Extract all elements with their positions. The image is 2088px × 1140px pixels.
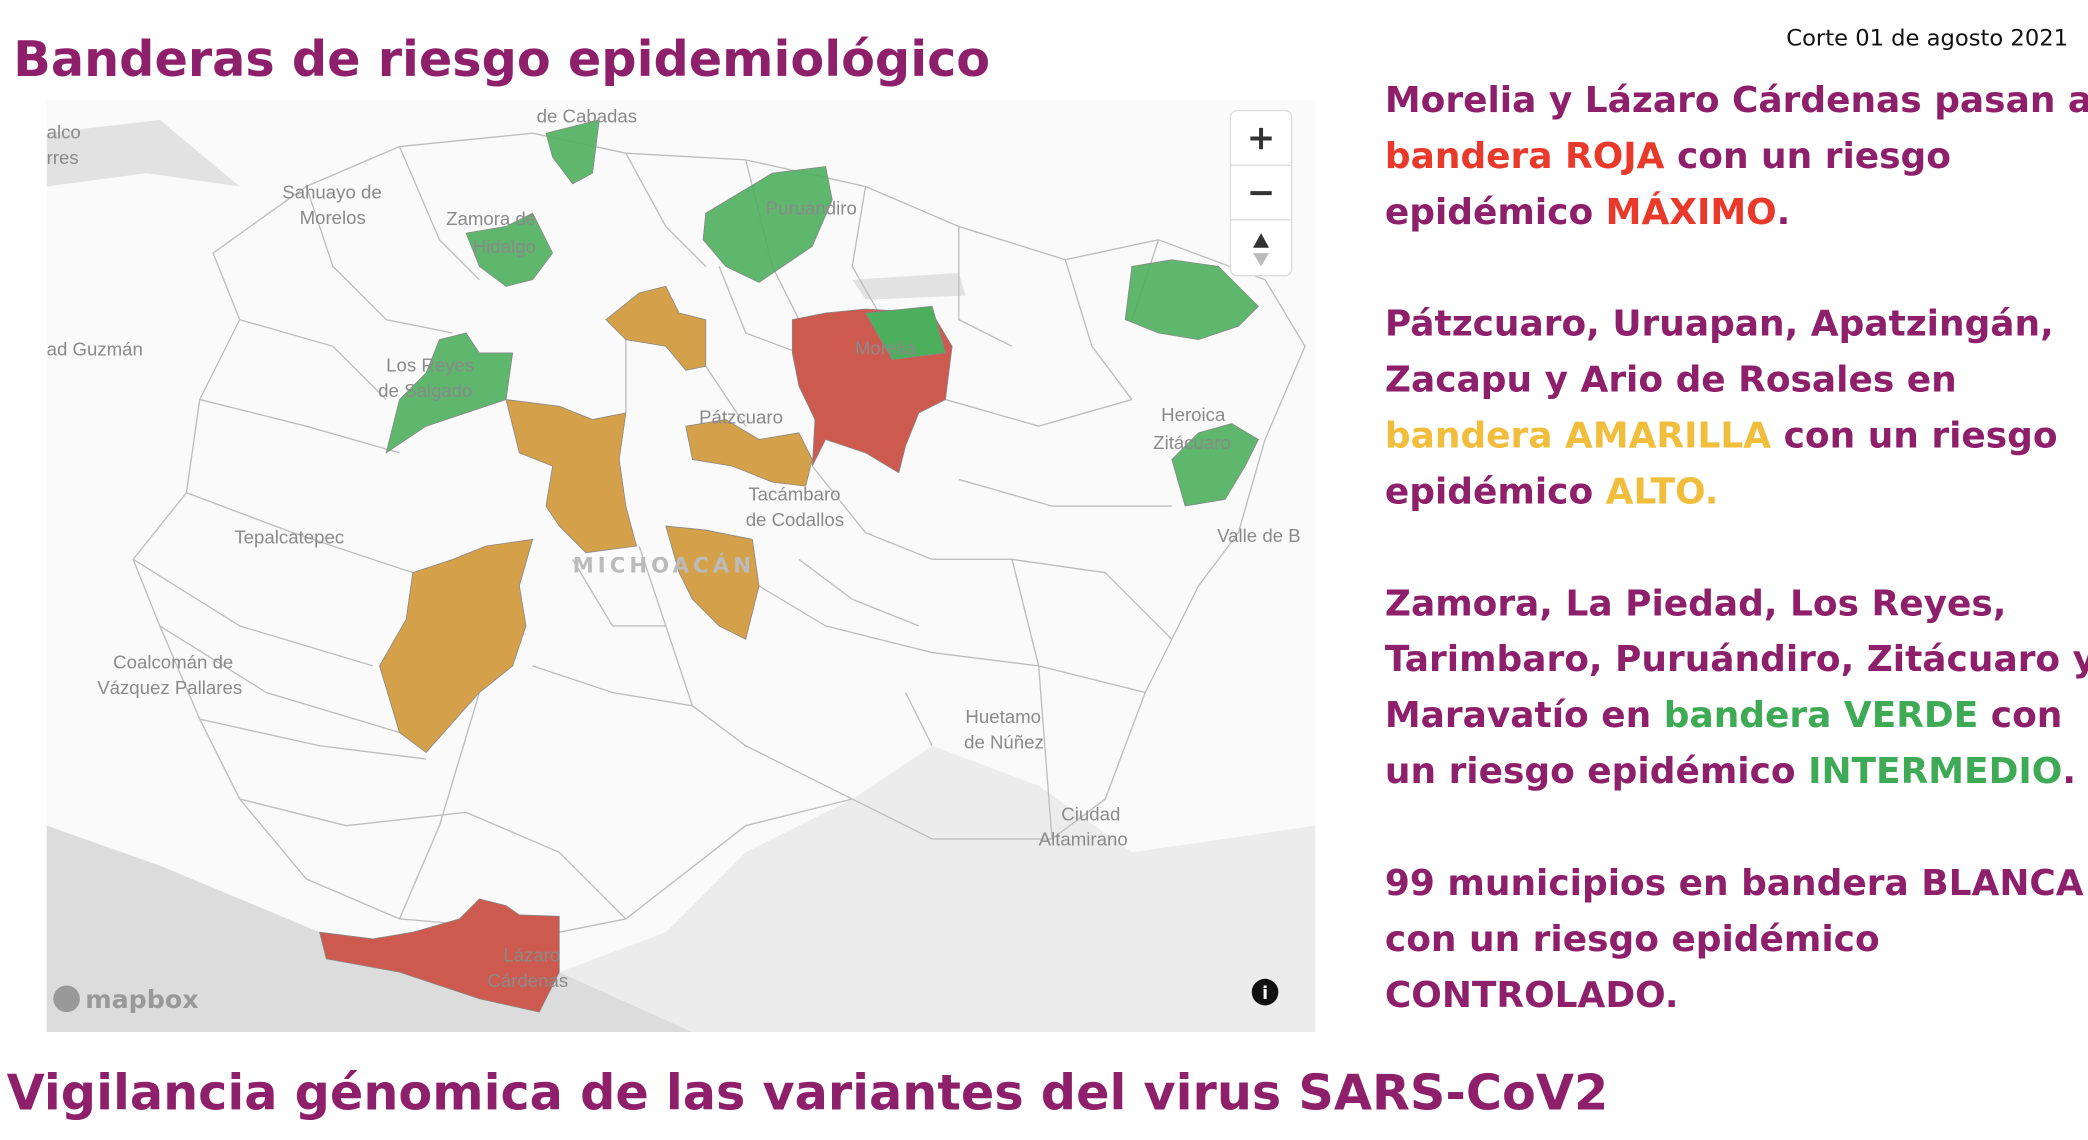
summary-line: Zacapu y Ario de Rosales en [1385, 360, 1957, 401]
summary-segment: con un riesgo [1664, 136, 1951, 177]
map-label: Tacámbaro [748, 484, 840, 505]
summary-segment: INTERMEDIO [1808, 751, 2062, 792]
summary-segment: bandera VERDE [1664, 695, 1979, 736]
summary-line: CONTROLADO. [1385, 975, 1679, 1016]
map-label: Ciudad [1061, 803, 1120, 824]
map-label: Los Reyes [386, 355, 474, 376]
map-label: Vázquez Pallares [97, 677, 242, 698]
region-green [545, 119, 600, 185]
map-label: Sahuayo de [282, 181, 381, 202]
map-label: Heroica [1161, 404, 1226, 425]
region-yellow [685, 419, 813, 487]
map-label: Hidalgo [473, 236, 536, 257]
summary-line: Maravatío en bandera VERDE con [1385, 695, 2063, 736]
map-label: MICHOACÁN [573, 553, 755, 579]
compass[interactable] [1253, 233, 1270, 267]
map-label: alco [47, 122, 81, 143]
summary-line: Morelia y Lázaro Cárdenas pasan a [1385, 80, 2088, 121]
map-label: Puruándiro [766, 197, 857, 218]
summary-segment: bandera ROJA [1385, 136, 1665, 177]
region-yellow [605, 285, 707, 371]
map-label: Zamora de [446, 208, 536, 229]
title: Banderas de riesgo epidemiológico [13, 30, 990, 88]
region-green [465, 212, 554, 287]
region-yellow [505, 399, 638, 554]
summary-segment: Tarimbaro, Puruándiro, Zitácuaro y [1385, 639, 2088, 680]
summary-segment: bandera AMARILLA [1385, 415, 1771, 456]
region-green [864, 305, 946, 361]
map-label: Coalcomán de [113, 652, 233, 673]
footer-title: Vigilancia génomica de las variantes del… [7, 1063, 1609, 1121]
map-label: Morelia [855, 337, 917, 358]
summary-line: epidémico MÁXIMO. [1385, 191, 1790, 233]
summary-segment: . [1777, 192, 1791, 233]
summary-segment: con un riesgo [1771, 415, 2058, 456]
region-yellow [379, 538, 534, 753]
mapbox-logo: mapbox [85, 985, 198, 1014]
date: Corte 01 de agosto 2021 [1786, 25, 2068, 51]
summary-line: con un riesgo epidémico [1385, 919, 1880, 960]
map-label: Altamirano [1039, 829, 1128, 850]
map-label: ad Guzmán [47, 339, 143, 360]
region-green [385, 332, 514, 454]
map-labels: de Cabadas alco rres Sahuayo de Morelos … [47, 106, 1301, 991]
map-label: Valle de B [1217, 525, 1301, 546]
summary-segment: CONTROLADO. [1385, 975, 1679, 1016]
map-label: Pátzcuaro [699, 407, 783, 428]
map-label: de Salgado [378, 380, 472, 401]
summary-segment: Pátzcuaro, Uruapan, Apatzingán, [1385, 304, 2054, 345]
map-label: Zitácuaro [1153, 432, 1231, 453]
map-attribution: mapbox i [53, 978, 1279, 1014]
summary-segment: Morelia y Lázaro Cárdenas pasan a [1385, 80, 2088, 121]
summary-line: un riesgo epidémico INTERMEDIO. [1385, 751, 2076, 792]
summary-segment: epidémico [1385, 192, 1606, 233]
info-icon: i [1262, 984, 1268, 1004]
map-label: de Cabadas [537, 106, 637, 127]
summary-text: Morelia y Lázaro Cárdenas pasan a bandera… [1385, 80, 2088, 1016]
summary-segment: epidémico [1385, 471, 1606, 512]
summary-line: epidémico ALTO. [1385, 471, 1718, 512]
map-label: rres [47, 147, 79, 168]
map: de Cabadas alco rres Sahuayo de Morelos … [46, 99, 1316, 1033]
summary-segment: un riesgo epidémico [1385, 751, 1808, 792]
map-label: de Codallos [746, 509, 844, 530]
zoom-in[interactable] [1250, 127, 1272, 150]
region-green [1124, 259, 1259, 341]
summary-segment: con [1978, 695, 2062, 736]
map-label: Cárdenas [487, 970, 568, 991]
map-label: de Núñez [964, 731, 1044, 752]
map-label: Lázaro [503, 944, 560, 965]
region-yellow [665, 525, 760, 640]
summary-segment: Zacapu y Ario de Rosales en [1385, 360, 1957, 401]
summary-line: Zamora, La Piedad, Los Reyes, [1385, 583, 2007, 624]
summary-line: Tarimbaro, Puruándiro, Zitácuaro y [1385, 639, 2088, 680]
summary-segment: . [2062, 751, 2076, 792]
summary-line: 99 municipios en bandera BLANCA [1385, 863, 2084, 904]
summary-segment: Maravatío en [1385, 695, 1664, 736]
summary-line: Pátzcuaro, Uruapan, Apatzingán, [1385, 304, 2054, 345]
info-button[interactable] [1251, 978, 1279, 1006]
summary-segment: ALTO. [1606, 471, 1719, 512]
map-label: Tepalcatepec [234, 526, 344, 547]
region-green [1171, 423, 1259, 507]
summary-segment: 99 municipios en bandera BLANCA [1385, 863, 2084, 904]
summary-line: bandera ROJA con un riesgo [1385, 136, 1951, 177]
zoom-controls [1229, 109, 1293, 277]
map-label: Huetamo [965, 706, 1041, 727]
region-green [702, 166, 833, 283]
summary-line: bandera AMARILLA con un riesgo [1385, 415, 2058, 456]
summary-segment: con un riesgo epidémico [1385, 919, 1880, 960]
region-red [319, 898, 560, 1013]
summary-segment: MÁXIMO [1606, 191, 1777, 233]
summary-segment: Zamora, La Piedad, Los Reyes, [1385, 583, 2007, 624]
map-label: Morelos [300, 207, 366, 228]
